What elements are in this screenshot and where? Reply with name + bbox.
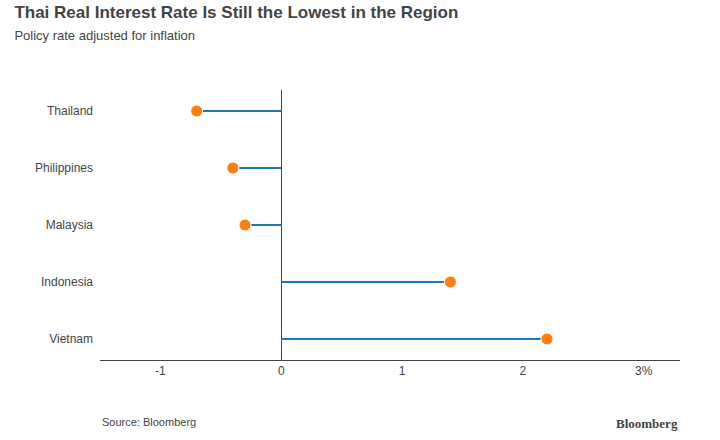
svg-text:Philippines: Philippines: [35, 161, 93, 175]
svg-text:Thai Real Interest Rate Is Sti: Thai Real Interest Rate Is Still the Low…: [14, 3, 458, 43]
svg-text:Bloomberg: Bloomberg: [616, 416, 678, 431]
svg-text:Source: Bloomberg: Source: Bloomberg: [102, 416, 196, 428]
svg-text:0: 0: [278, 364, 285, 378]
svg-text:1: 1: [399, 364, 406, 378]
svg-text:2: 2: [520, 364, 527, 378]
svg-text:-1: -1: [155, 364, 166, 378]
svg-text:Indonesia: Indonesia: [41, 275, 93, 289]
svg-text:Vietnam: Vietnam: [49, 332, 93, 346]
svg-text:Malaysia: Malaysia: [46, 218, 94, 232]
svg-text:3%: 3%: [635, 364, 653, 378]
svg-text:Thailand: Thailand: [47, 104, 93, 118]
